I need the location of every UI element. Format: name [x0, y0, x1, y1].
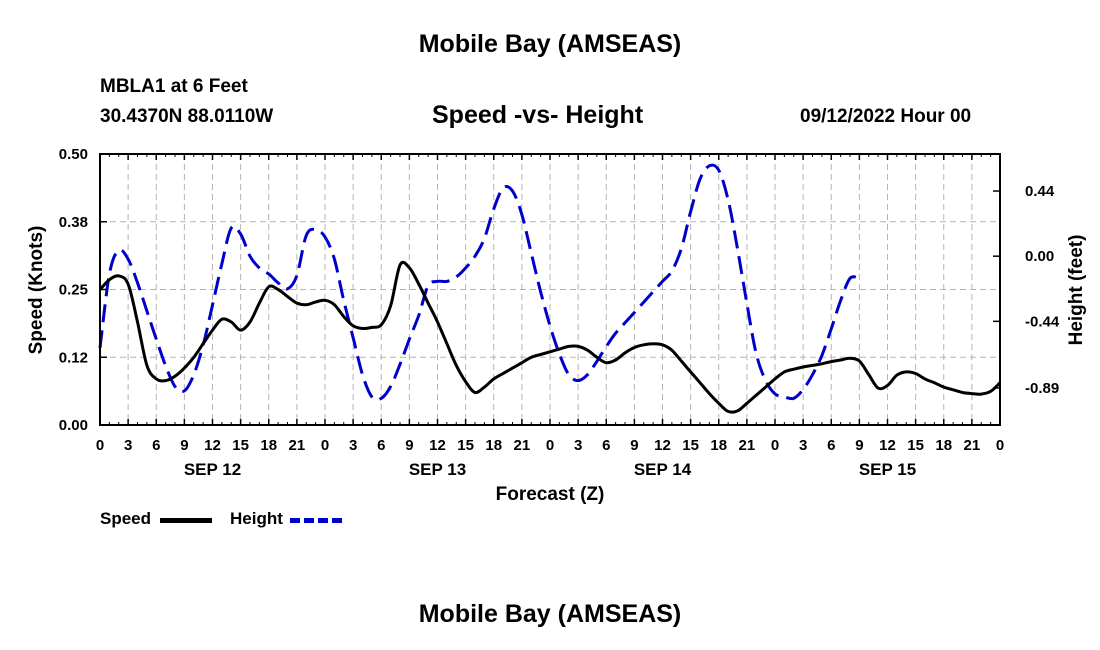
x-axis-label: Forecast (Z) [496, 484, 605, 505]
chart-grid [100, 154, 1000, 425]
y-tick-label-left: 0.00 [59, 417, 88, 434]
legend-height-swatch [290, 518, 342, 523]
x-tick-label: 9 [180, 437, 188, 454]
bottom-title: Mobile Bay (AMSEAS) [418, 600, 682, 628]
x-tick-label: 21 [514, 437, 531, 454]
x-tick-label: 0 [996, 437, 1004, 454]
x-tick-label: 6 [602, 437, 610, 454]
x-tick-label: 18 [710, 437, 727, 454]
x-tick-label: 0 [96, 437, 104, 454]
x-tick-label: 0 [546, 437, 554, 454]
x-tick-label: 3 [799, 437, 807, 454]
y-tick-label-left: 0.12 [59, 349, 88, 366]
x-tick-label: 0 [321, 437, 329, 454]
chart-subtitle: Speed -vs- Height [432, 101, 644, 129]
x-tick-label: 12 [429, 437, 446, 454]
x-tick-label: 18 [260, 437, 277, 454]
day-label: SEP 13 [409, 460, 466, 479]
x-tick-label: 3 [574, 437, 582, 454]
day-label: SEP 12 [184, 460, 241, 479]
x-tick-label: 6 [827, 437, 835, 454]
station-coordinates: 30.4370N 88.0110W [100, 106, 274, 127]
y-tick-label-left: 0.50 [59, 146, 88, 163]
x-tick-label: 15 [682, 437, 699, 454]
legend-speed-swatch [160, 518, 212, 523]
x-tick-label: 21 [739, 437, 756, 454]
x-tick-label: 12 [879, 437, 896, 454]
x-tick-label: 9 [630, 437, 638, 454]
chart-series [98, 163, 1002, 414]
x-tick-label: 15 [232, 437, 249, 454]
x-tick-label: 18 [485, 437, 502, 454]
x-tick-label: 15 [457, 437, 474, 454]
day-label: SEP 14 [634, 460, 692, 479]
x-tick-label: 21 [964, 437, 981, 454]
x-tick-label: 6 [152, 437, 160, 454]
x-tick-label: 12 [204, 437, 221, 454]
station-label: MBLA1 at 6 Feet [100, 76, 248, 97]
x-tick-label: 15 [907, 437, 924, 454]
day-label: SEP 15 [859, 460, 916, 479]
x-tick-label: 3 [124, 437, 132, 454]
x-tick-label: 6 [377, 437, 385, 454]
x-tick-label: 12 [654, 437, 671, 454]
forecast-datetime: 09/12/2022 Hour 00 [800, 106, 972, 127]
y-tick-label-right: -0.44 [1025, 313, 1060, 330]
x-tick-label: 3 [349, 437, 357, 454]
y-tick-label-right: -0.89 [1025, 380, 1059, 397]
legend-height-label: Height [230, 509, 283, 528]
y-tick-label-right: 0.44 [1025, 183, 1055, 200]
series-line-speed [98, 260, 1002, 414]
y-axis-label-left: Speed (Knots) [26, 226, 47, 355]
x-tick-label: 9 [855, 437, 863, 454]
y-tick-label-right: 0.00 [1025, 248, 1054, 265]
y-tick-label-left: 0.38 [59, 214, 88, 231]
x-tick-label: 0 [771, 437, 779, 454]
y-tick-label-left: 0.25 [59, 282, 88, 299]
x-tick-label: 18 [935, 437, 952, 454]
chart-axes: 0 3 6 9 12 15 18 21 0 3 6 9 12 15 18 21 0 3 6 9 12 15 18 21 0 3 6 9… [59, 146, 1060, 479]
legend-speed-label: Speed [100, 509, 152, 528]
x-tick-label: 21 [289, 437, 306, 454]
page-title: Mobile Bay (AMSEAS) [418, 30, 682, 58]
y-axis-label-right: Height (feet) [1066, 235, 1087, 346]
series-line-height [98, 163, 860, 402]
x-tick-label: 9 [405, 437, 413, 454]
